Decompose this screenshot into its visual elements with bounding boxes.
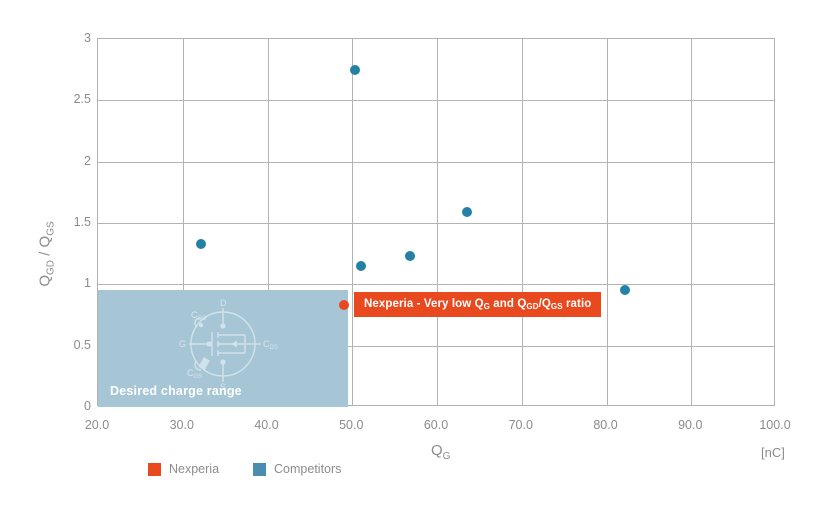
plot-area: D S G CGD CGS CDS Desired charge range N…	[97, 38, 775, 407]
gridlines	[98, 39, 774, 405]
gridline-vertical	[606, 39, 608, 405]
legend-item-nexperia[interactable]: Nexperia	[148, 462, 219, 476]
x-tick-label: 100.0	[759, 418, 791, 432]
callout-slash: /Q	[538, 298, 551, 311]
y-tick-label: 1.5	[73, 215, 91, 229]
gridline-vertical	[182, 39, 184, 405]
mosfet-terminal-d: D	[220, 298, 227, 308]
y-tick-label: 3	[84, 31, 91, 45]
desired-charge-range-label: Desired charge range	[110, 383, 242, 398]
x-axis-title: QG	[431, 442, 450, 462]
callout-sub-gs: GS	[550, 302, 563, 312]
mosfet-symbol-icon: D S G CGD CGS CDS	[179, 298, 278, 392]
x-axis-unit: [nC]	[761, 445, 785, 460]
gridline-vertical	[521, 39, 523, 405]
gridline-horizontal	[98, 223, 774, 224]
mosfet-terminal-g: G	[179, 339, 186, 349]
gridline-vertical	[267, 39, 269, 405]
data-point-competitors	[404, 251, 415, 262]
x-tick-label: 50.0	[339, 418, 364, 432]
y-axis-title: QGD / QGS	[37, 221, 57, 286]
legend-swatch-icon	[253, 462, 267, 476]
data-point-competitors	[620, 285, 631, 296]
legend-item-competitors[interactable]: Competitors	[253, 462, 341, 476]
y-tick-label: 1	[84, 276, 91, 291]
legend-label: Nexperia	[169, 462, 220, 476]
legend-label: Competitors	[274, 462, 342, 476]
x-axis-ticks: 20.0 30.0 40.0 50.0 60.0 70.0 80.0 90.0 100.0	[0, 418, 838, 440]
x-tick-label: 20.0	[84, 418, 110, 432]
x-axis-title-sub-g: G	[442, 451, 451, 462]
callout-suffix: ratio	[562, 298, 592, 311]
x-tick-label: 70.0	[508, 418, 533, 432]
gridline-horizontal	[98, 100, 774, 102]
x-axis-title-q: Q	[431, 442, 443, 459]
nexperia-callout: Nexperia - Very low QG and QGD/QGS ratio	[353, 292, 602, 317]
x-tick-label: 60.0	[423, 418, 449, 432]
x-tick-label: 30.0	[169, 418, 194, 432]
callout-prefix: Nexperia - Very low Q	[363, 298, 484, 311]
desired-charge-range-region: D S G CGD CGS CDS Desired charge range	[98, 290, 348, 407]
data-point-nexperia	[338, 300, 349, 311]
y-axis-title-sep: / Q	[36, 235, 54, 260]
gridline-vertical	[352, 39, 354, 405]
gridline-vertical	[437, 39, 438, 405]
data-point-competitors	[461, 206, 472, 217]
chart-legend: Nexperia Competitors	[148, 462, 341, 476]
gridline-horizontal	[98, 161, 774, 163]
y-axis-title-q: Q	[36, 274, 54, 287]
data-point-competitors	[196, 238, 207, 249]
y-tick-label: 2	[84, 153, 91, 168]
callout-sub-gd: GD	[526, 302, 539, 312]
gridline-horizontal	[98, 284, 774, 286]
x-tick-label: 80.0	[593, 418, 618, 432]
data-point-competitors	[349, 64, 360, 75]
y-tick-label: 2.5	[73, 92, 91, 107]
gridline-vertical	[691, 39, 693, 405]
x-tick-label: 90.0	[678, 418, 703, 432]
y-axis-ticks: 0 0.5 1 1.5 2 2.5 3	[55, 0, 91, 508]
gridline-horizontal	[98, 345, 774, 347]
y-tick-label: 0	[84, 399, 91, 413]
callout-mid: and Q	[489, 298, 527, 311]
callout-sub-g: G	[483, 302, 490, 312]
data-points	[98, 39, 774, 405]
mosfet-terminal-s: S	[220, 382, 226, 392]
y-tick-label: 0.5	[73, 337, 91, 352]
data-point-competitors	[355, 260, 366, 271]
legend-swatch-icon	[148, 462, 161, 476]
x-tick-label: 40.0	[254, 418, 279, 432]
